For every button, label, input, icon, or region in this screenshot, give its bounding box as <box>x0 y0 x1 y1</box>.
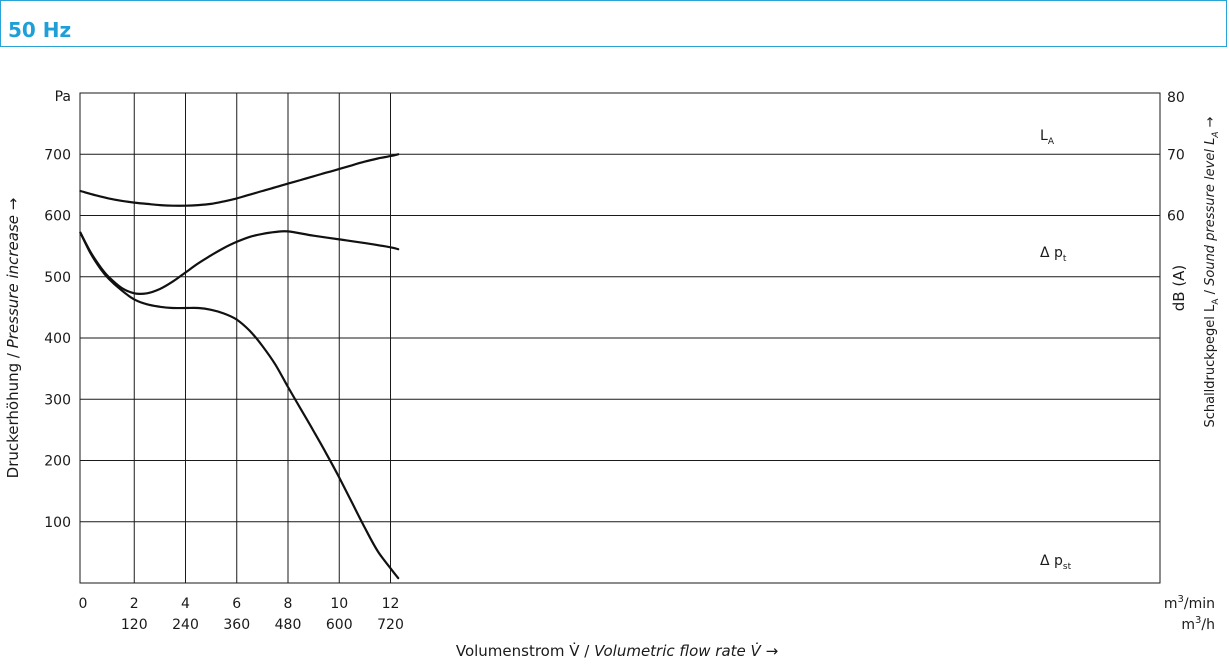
label-static-pressure: Δ pst <box>1040 553 1072 572</box>
x-secondary-tick-label: 240 <box>172 617 199 633</box>
x-tick-label: 0 <box>79 596 88 612</box>
y-axis-right-unit: dB (A) <box>1170 265 1188 312</box>
x-unit-primary: m3/min <box>1164 594 1215 612</box>
x-unit-secondary: m3/h <box>1181 615 1215 633</box>
x-secondary-tick-label: 600 <box>326 617 353 633</box>
y-left-tick-label: 700 <box>44 147 71 163</box>
y-axis-right-title: Schalldruckpegel LA / Sound pressure lev… <box>1203 116 1221 427</box>
label-sound-level: LA <box>1040 128 1055 147</box>
x-secondary-tick-label: 120 <box>121 617 148 633</box>
y-left-unit: Pa <box>55 89 71 105</box>
x-tick-label: 8 <box>284 596 293 612</box>
header-bar: 50 Hz <box>0 0 1227 47</box>
x-secondary-tick-label: 480 <box>275 617 302 633</box>
x-tick-label: 4 <box>181 596 190 612</box>
curve-sound-level <box>79 153 400 207</box>
curve-static-pressure <box>79 231 400 580</box>
x-axis-title: Volumenstrom V̇ / Volumetric flow rate V… <box>456 641 778 660</box>
y-right-tick-label: 70 <box>1167 147 1185 163</box>
x-tick-label: 6 <box>232 596 241 612</box>
y-left-tick-label: 600 <box>44 209 71 225</box>
x-tick-label: 12 <box>382 596 400 612</box>
y-left-tick-label: 300 <box>44 392 71 408</box>
y-right-tick-label: 80 <box>1167 90 1185 106</box>
y-axis-left-title: Druckerhöhung / Pressure increase → <box>4 198 22 479</box>
header-title: 50 Hz <box>8 18 72 42</box>
x-secondary-tick-label: 720 <box>377 617 404 633</box>
x-secondary-tick-label: 360 <box>223 617 250 633</box>
y-left-tick-label: 100 <box>44 515 71 531</box>
x-tick-label: 10 <box>330 596 348 612</box>
y-left-tick-label: 500 <box>44 270 71 286</box>
x-tick-label: 2 <box>130 596 139 612</box>
y-left-tick-label: 200 <box>44 454 71 470</box>
y-left-tick-label: 400 <box>44 331 71 347</box>
y-right-tick-label: 60 <box>1167 209 1185 225</box>
label-total-pressure: Δ pt <box>1040 245 1067 264</box>
curve-total-pressure <box>79 230 400 295</box>
